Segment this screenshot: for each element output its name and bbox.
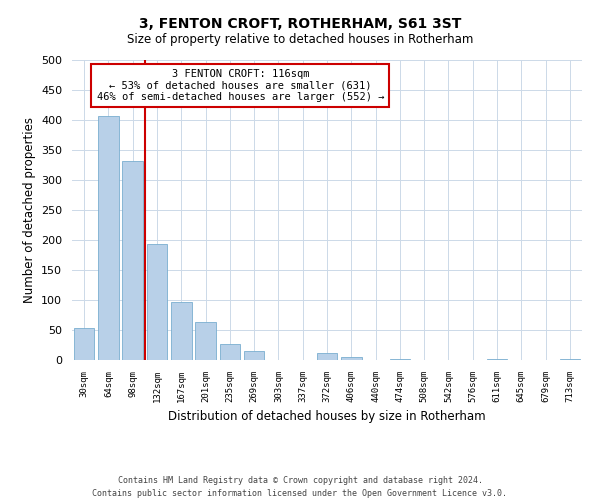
Bar	[146, 244, 167, 360]
X-axis label: Distribution of detached houses by size in Rotherham: Distribution of detached houses by size …	[168, 410, 486, 424]
Bar	[122, 162, 143, 360]
Bar	[244, 351, 265, 360]
Text: 3 FENTON CROFT: 116sqm
← 53% of detached houses are smaller (631)
46% of semi-de: 3 FENTON CROFT: 116sqm ← 53% of detached…	[97, 69, 384, 102]
Bar	[389, 359, 410, 360]
Text: Size of property relative to detached houses in Rotherham: Size of property relative to detached ho…	[127, 32, 473, 46]
Bar	[341, 357, 362, 360]
Text: Contains HM Land Registry data © Crown copyright and database right 2024.
Contai: Contains HM Land Registry data © Crown c…	[92, 476, 508, 498]
Bar	[317, 354, 337, 360]
Bar	[220, 344, 240, 360]
Bar	[560, 359, 580, 360]
Bar	[171, 302, 191, 360]
Y-axis label: Number of detached properties: Number of detached properties	[23, 117, 35, 303]
Bar	[98, 116, 119, 360]
Bar	[195, 322, 216, 360]
Bar	[74, 328, 94, 360]
Bar	[487, 359, 508, 360]
Text: 3, FENTON CROFT, ROTHERHAM, S61 3ST: 3, FENTON CROFT, ROTHERHAM, S61 3ST	[139, 18, 461, 32]
